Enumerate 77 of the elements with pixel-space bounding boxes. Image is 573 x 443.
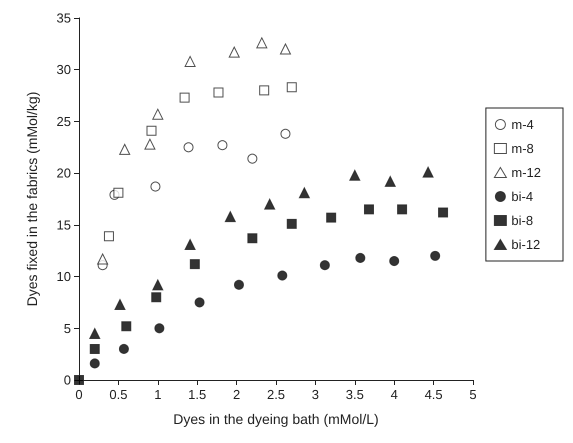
point bbox=[213, 87, 224, 98]
point bbox=[264, 198, 276, 210]
point bbox=[247, 154, 258, 164]
point bbox=[355, 252, 366, 263]
x-tick-label: 3.5 bbox=[346, 387, 364, 402]
point bbox=[364, 204, 374, 214]
legend-label: bi-12 bbox=[511, 237, 540, 252]
legend-label: bi-4 bbox=[511, 189, 534, 204]
point bbox=[151, 292, 162, 302]
point bbox=[320, 260, 330, 270]
y-axis-title: Dyes fixed in the fabrics (mMol/kg) bbox=[24, 92, 40, 306]
point bbox=[234, 280, 244, 290]
point bbox=[228, 46, 240, 58]
point bbox=[194, 297, 205, 308]
x-tick-label: 0 bbox=[75, 387, 83, 402]
point bbox=[280, 128, 290, 139]
point bbox=[247, 233, 258, 244]
legend-label: m-4 bbox=[511, 117, 534, 132]
point bbox=[180, 92, 190, 103]
point bbox=[224, 211, 236, 222]
point bbox=[326, 212, 336, 223]
point bbox=[349, 170, 360, 181]
point bbox=[184, 142, 194, 152]
point bbox=[280, 44, 291, 55]
point bbox=[384, 176, 396, 187]
point bbox=[150, 182, 160, 192]
point bbox=[114, 298, 126, 310]
point bbox=[277, 270, 288, 281]
point bbox=[97, 253, 108, 264]
point bbox=[89, 328, 100, 339]
point bbox=[430, 250, 440, 261]
point bbox=[113, 188, 124, 198]
point bbox=[119, 144, 130, 155]
x-axis-title: Dyes in the dyeing bath (mMol/L) bbox=[173, 411, 379, 427]
y-tick-label: 20 bbox=[56, 166, 71, 181]
point bbox=[217, 140, 228, 150]
point bbox=[190, 259, 200, 270]
y-tick-label: 15 bbox=[56, 217, 71, 232]
x-tick-label: 1.5 bbox=[188, 387, 206, 402]
x-tick-label: 2 bbox=[232, 387, 240, 402]
point bbox=[146, 126, 156, 136]
x-tick-label: 4.5 bbox=[424, 387, 443, 402]
point bbox=[438, 207, 448, 218]
point bbox=[144, 138, 156, 150]
point bbox=[90, 344, 100, 354]
y-tick-label: 5 bbox=[64, 320, 71, 336]
y-tick-label: 25 bbox=[56, 114, 71, 129]
point bbox=[286, 218, 297, 229]
point bbox=[256, 37, 268, 48]
point bbox=[152, 108, 164, 120]
point bbox=[298, 187, 310, 198]
x-tick-label: 5 bbox=[469, 387, 477, 402]
x-tick-label: 2.5 bbox=[266, 387, 286, 402]
x-tick-label: 3 bbox=[312, 387, 320, 402]
point bbox=[184, 239, 196, 250]
point bbox=[152, 279, 164, 290]
point bbox=[259, 85, 270, 96]
point bbox=[104, 231, 114, 242]
y-tick-label: 30 bbox=[56, 62, 71, 78]
point bbox=[286, 82, 297, 92]
point bbox=[184, 56, 196, 67]
point bbox=[121, 321, 132, 332]
legend-label: m-12 bbox=[511, 165, 542, 180]
point bbox=[389, 256, 400, 266]
point bbox=[422, 166, 434, 178]
point bbox=[118, 344, 129, 354]
x-tick-label: 4 bbox=[390, 387, 398, 402]
y-tick-label: 10 bbox=[56, 269, 71, 284]
point bbox=[154, 323, 164, 334]
y-tick-label: 0 bbox=[64, 372, 71, 388]
legend-label: bi-8 bbox=[511, 213, 534, 228]
point bbox=[90, 358, 100, 368]
x-tick-label: 1 bbox=[154, 387, 162, 402]
y-tick-label: 35 bbox=[56, 10, 71, 26]
x-tick-label: 0.5 bbox=[109, 387, 128, 402]
point bbox=[397, 204, 408, 214]
legend-label: m-8 bbox=[511, 141, 534, 156]
